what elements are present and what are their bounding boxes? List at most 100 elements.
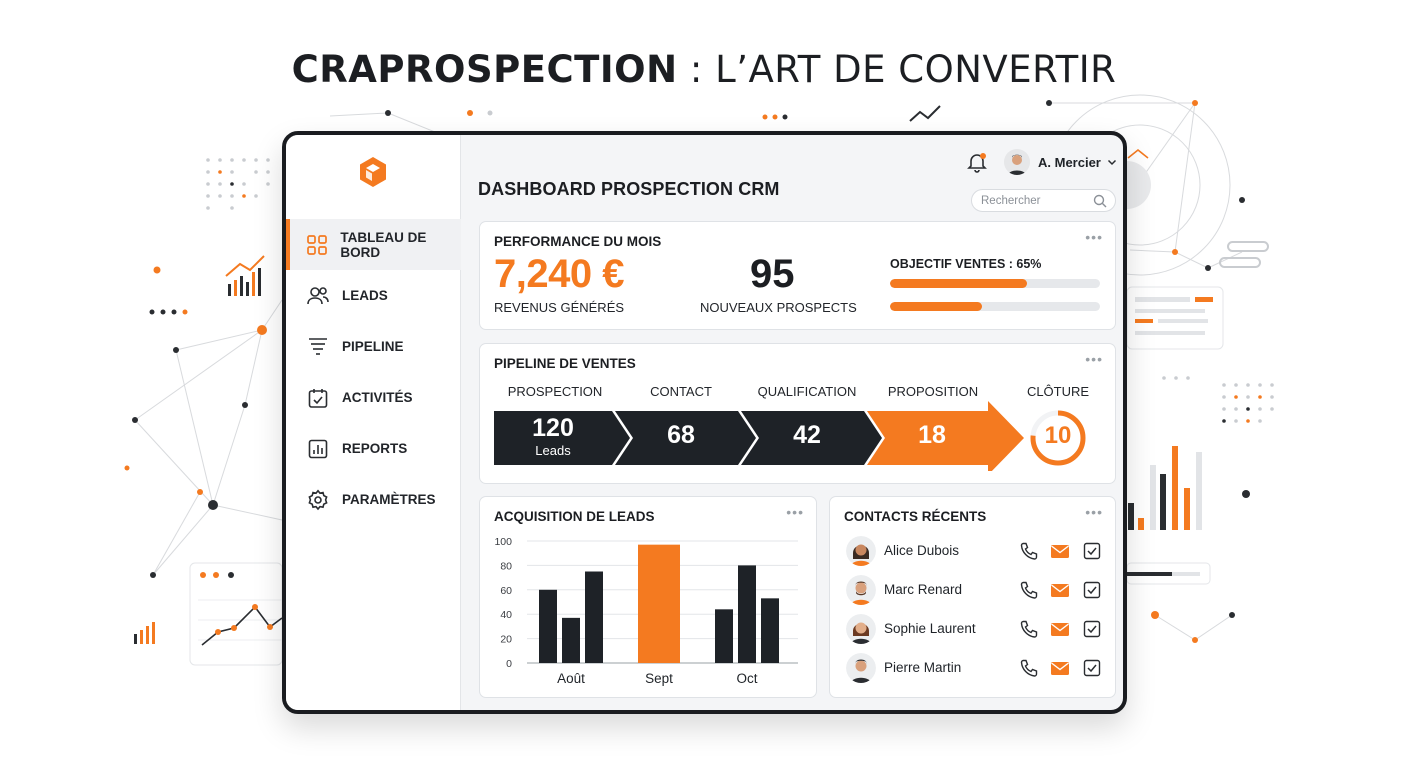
bar-Août-1 — [539, 589, 557, 663]
pipeline-card: PIPELINE DE VENTES ••• PROSPECTION CONTA… — [479, 343, 1116, 484]
contacts-title: CONTACTS RÉCENTS — [844, 509, 987, 524]
list-item[interactable]: Marc Renard — [844, 573, 1106, 607]
cloture-ring[interactable] — [1028, 408, 1088, 468]
avatar — [846, 614, 876, 644]
dashboard-window: TABLEAU DE BORD LEADS PIPELINE ACTIVITÉS — [282, 131, 1127, 714]
x-tick-label: Août — [557, 671, 585, 686]
bar-Oct-2 — [738, 565, 756, 663]
contact-name: Pierre Martin — [884, 660, 962, 675]
mail-icon[interactable] — [1050, 580, 1070, 600]
prospects-label: NOUVEAUX PROSPECTS — [700, 300, 857, 315]
stage-value-prospection: 120 — [532, 414, 574, 442]
stage-sub-prospection: Leads — [535, 443, 571, 458]
stage-value-qualification: 42 — [793, 421, 821, 449]
page-headline: CRAPROSPECTION : L’ART DE CONVERTIR — [0, 48, 1408, 91]
revenue-value: 7,240 € — [494, 252, 624, 296]
sidebar-item-label: LEADS — [342, 288, 388, 303]
more-icon[interactable]: ••• — [786, 504, 804, 520]
performance-title: PERFORMANCE DU MOIS — [494, 234, 662, 249]
secondary-progress-bar — [890, 302, 1100, 311]
y-tick-label: 20 — [500, 634, 512, 646]
phone-icon[interactable] — [1019, 541, 1039, 561]
list-item[interactable]: Alice Dubois — [844, 534, 1106, 568]
list-item[interactable]: Sophie Laurent — [844, 612, 1106, 646]
y-tick-label: 60 — [500, 585, 512, 597]
prospects-value: 95 — [750, 252, 795, 296]
sidebar: TABLEAU DE BORD LEADS PIPELINE ACTIVITÉS — [286, 135, 461, 710]
stage-value-contact: 68 — [667, 421, 695, 449]
revenue-label: REVENUS GÉNÉRÉS — [494, 300, 625, 315]
checkbox-icon[interactable] — [1082, 658, 1102, 678]
mail-icon[interactable] — [1050, 619, 1070, 639]
checkbox-icon[interactable] — [1082, 541, 1102, 561]
search-icon[interactable] — [1093, 194, 1107, 208]
user-menu[interactable]: A. Mercier — [1004, 149, 1117, 175]
objective-progress-fill — [890, 279, 1027, 288]
checkbox-icon[interactable] — [1082, 619, 1102, 639]
list-item[interactable]: Pierre Martin — [844, 651, 1106, 685]
phone-icon[interactable] — [1019, 580, 1039, 600]
stage-shape-contact[interactable] — [615, 411, 756, 465]
mail-icon[interactable] — [1050, 658, 1070, 678]
user-name: A. Mercier — [1038, 154, 1101, 170]
sidebar-nav: TABLEAU DE BORD LEADS PIPELINE ACTIVITÉS — [286, 219, 461, 525]
more-icon[interactable]: ••• — [1085, 504, 1103, 520]
objective-progress-bar — [890, 279, 1100, 288]
sidebar-item-label: TABLEAU DE BORD — [340, 229, 427, 260]
y-tick-label: 40 — [500, 609, 512, 621]
stage-label-qualification: QUALIFICATION — [757, 384, 857, 399]
contact-name: Sophie Laurent — [884, 621, 976, 636]
avatar — [1004, 149, 1030, 175]
stage-shape-prospection[interactable] — [494, 411, 630, 465]
more-icon[interactable]: ••• — [1085, 229, 1103, 245]
headline-brand: CRAPROSPECTION — [291, 48, 678, 91]
bar-Août-3 — [585, 571, 603, 663]
sidebar-item-parametres[interactable]: PARAMÈTRES — [286, 474, 461, 525]
sidebar-item-pipeline[interactable]: PIPELINE — [286, 321, 461, 372]
sidebar-item-label: REPORTS — [342, 441, 408, 456]
hexagon-logo-icon[interactable] — [356, 155, 390, 189]
performance-card: PERFORMANCE DU MOIS ••• 7,240 € REVENUS … — [479, 221, 1116, 330]
acquisition-bar-chart: 100 80 60 40 20 0 Août Sept Oct — [494, 536, 798, 686]
checkbox-icon[interactable] — [1082, 580, 1102, 600]
bell-icon[interactable] — [966, 151, 988, 173]
bar-Oct-1 — [715, 609, 733, 663]
sidebar-item-label: PIPELINE — [342, 339, 404, 354]
pipeline-chevrons — [494, 401, 1024, 471]
sidebar-item-reports[interactable]: REPORTS — [286, 423, 461, 474]
avatar — [846, 575, 876, 605]
stage-label-proposition: PROPOSITION — [887, 384, 979, 399]
sidebar-item-leads[interactable]: LEADS — [286, 270, 461, 321]
phone-icon[interactable] — [1019, 619, 1039, 639]
sidebar-item-label: PARAMÈTRES — [342, 492, 436, 507]
search-input[interactable] — [981, 194, 1091, 207]
sidebar-item-tableau-de-bord[interactable]: TABLEAU DE BORD — [286, 219, 461, 270]
y-tick-label: 80 — [500, 560, 512, 572]
funnel-icon — [306, 335, 330, 359]
more-icon[interactable]: ••• — [1085, 351, 1103, 367]
bar-Août-2 — [562, 617, 580, 663]
users-icon — [306, 284, 330, 308]
chevron-down-icon — [1107, 159, 1116, 166]
bar-report-icon — [306, 437, 330, 461]
contact-name: Marc Renard — [884, 582, 963, 597]
contacts-card: CONTACTS RÉCENTS ••• Alice Dubois Marc R… — [829, 496, 1116, 698]
y-tick-label: 100 — [494, 536, 512, 548]
phone-icon[interactable] — [1019, 658, 1039, 678]
stage-label-contact: CONTACT — [650, 384, 712, 399]
secondary-progress-fill — [890, 302, 983, 311]
x-tick-label: Sept — [645, 671, 673, 686]
contact-name: Alice Dubois — [884, 543, 960, 558]
bar-highlight-Sept — [638, 544, 680, 663]
objective-label: OBJECTIF VENTES : 65% — [890, 257, 1042, 271]
avatar — [846, 653, 876, 683]
acquisition-title: ACQUISITION DE LEADS — [494, 509, 655, 524]
stage-shape-proposition[interactable] — [867, 401, 1024, 471]
headline-tagline: : L’ART DE CONVERTIR — [677, 48, 1117, 91]
stage-shape-qualification[interactable] — [741, 411, 882, 465]
x-tick-label: Oct — [736, 671, 757, 686]
mail-icon[interactable] — [1050, 541, 1070, 561]
pipeline-title: PIPELINE DE VENTES — [494, 356, 636, 371]
sidebar-item-activites[interactable]: ACTIVITÉS — [286, 372, 461, 423]
